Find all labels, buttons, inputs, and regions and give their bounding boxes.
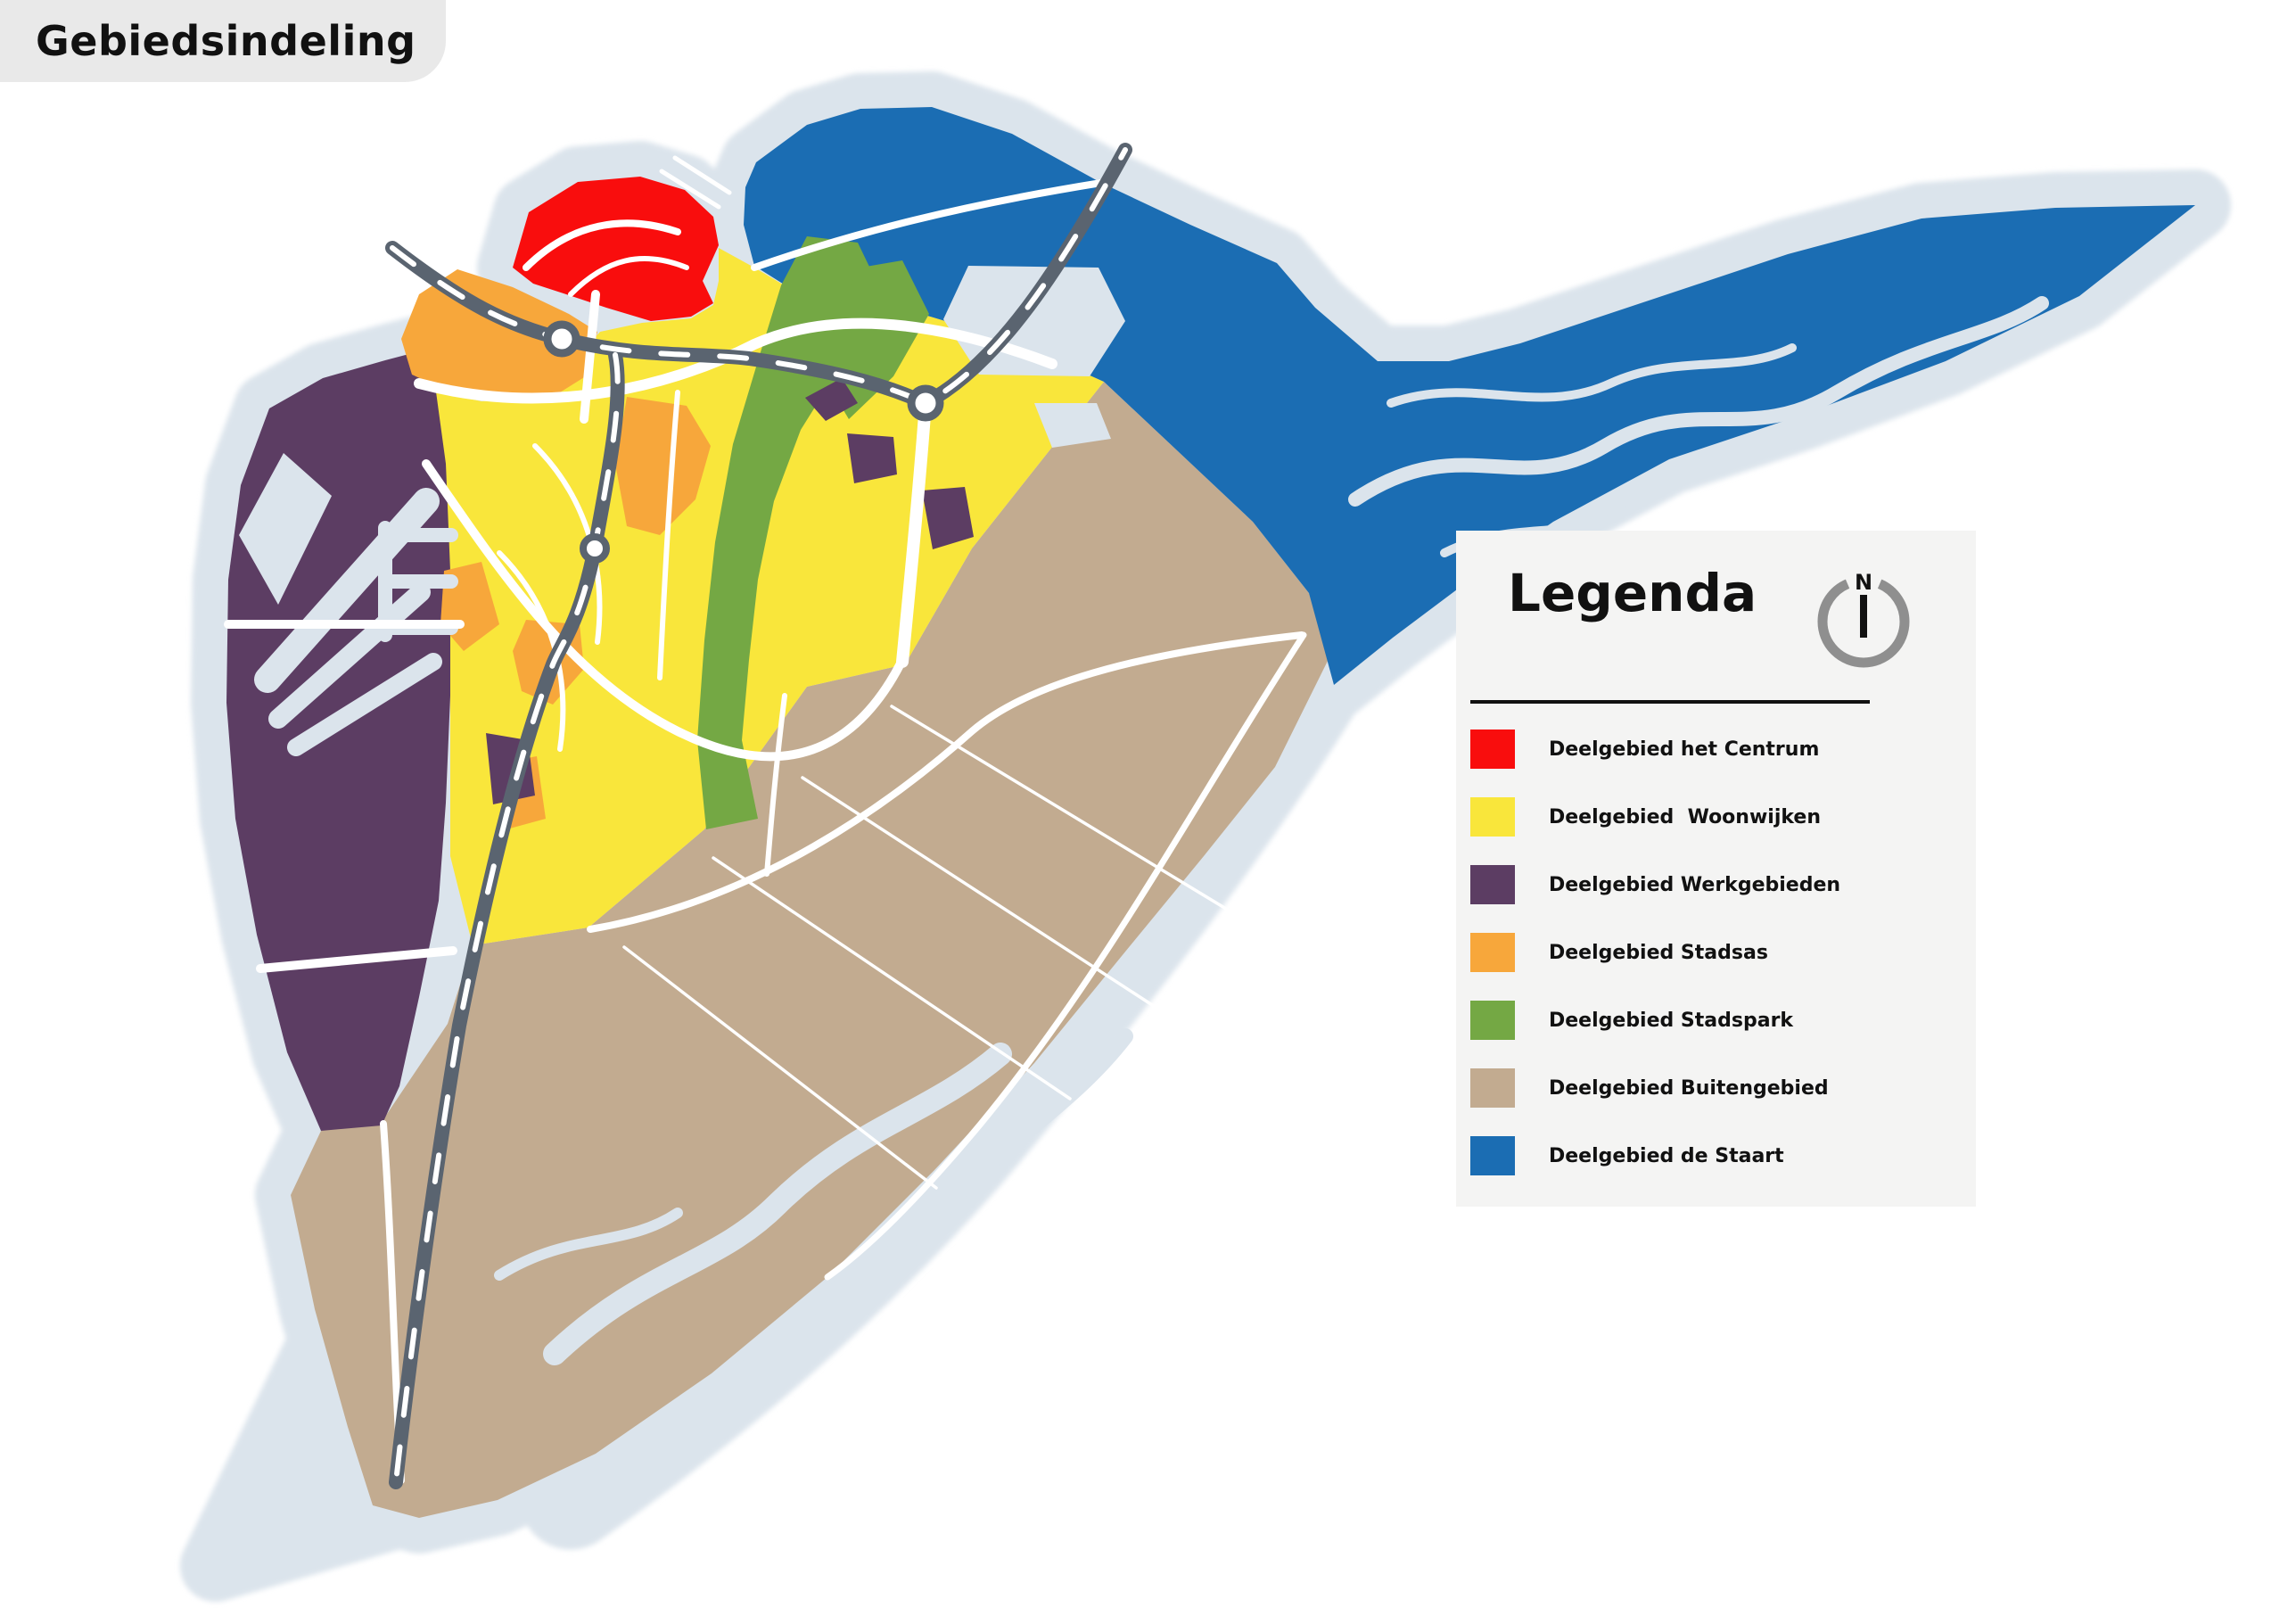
legend-label: Deelgebied Stadsas: [1549, 941, 1768, 964]
harbour-pier: [659, 155, 732, 210]
buitengebied-creeks: [494, 1028, 1133, 1371]
harbour-basin: [378, 521, 458, 642]
legend-swatch-woonwijken: [1470, 797, 1515, 837]
road: [824, 631, 1307, 1281]
legend-divider: [1470, 700, 1870, 704]
legend-title: Legenda: [1508, 563, 1757, 623]
swatch-rect: [1470, 1068, 1515, 1108]
harbour-basin: [268, 582, 431, 729]
zones: [226, 107, 2195, 1518]
legend-item-woonwijken: Deelgebied Woonwijken: [1470, 783, 1962, 851]
legend-label: Deelgebied Stadspark: [1549, 1009, 1794, 1032]
legend-label: Deelgebied Woonwijken: [1549, 805, 1821, 828]
road: [256, 946, 457, 973]
legend-swatch-staart: [1470, 1136, 1515, 1175]
page-title: Gebiedsindeling: [36, 17, 416, 65]
station-marker: [907, 384, 944, 422]
legend-item-stadspark: Deelgebied Stadspark: [1470, 986, 1962, 1054]
road: [587, 631, 1305, 933]
road: [568, 256, 689, 297]
railway: [385, 143, 1132, 1489]
legend-item-centrum: Deelgebied het Centrum: [1470, 715, 1962, 783]
stadsas-patch: [401, 269, 597, 401]
creek: [494, 1208, 683, 1281]
swatch-rect: [1470, 730, 1515, 769]
swatch-rect: [1470, 933, 1515, 972]
field-boundary: [622, 705, 1232, 1190]
compass-needle: [1860, 595, 1867, 638]
legend-item-werkgebieden: Deelgebied Werkgebieden: [1470, 851, 1962, 919]
harbour-basin: [287, 653, 442, 756]
station-marker: [580, 533, 610, 564]
compass-ring: [1817, 575, 1910, 668]
legend-panel: Legenda N Deelgebied het Centrum Deelgeb…: [1456, 531, 1976, 1207]
legend-swatch-buitengebied: [1470, 1068, 1515, 1108]
compass-north-label: N: [1855, 570, 1872, 595]
legend-items: Deelgebied het Centrum Deelgebied Woonwi…: [1470, 715, 1962, 1190]
rail-dashes: [393, 352, 621, 1485]
legend-item-buitengebied: Deelgebied Buitengebied: [1470, 1054, 1962, 1122]
legend-swatch-centrum: [1470, 730, 1515, 769]
road: [523, 219, 681, 271]
zone-stadsas: [401, 269, 711, 829]
swatch-rect: [1470, 1001, 1515, 1040]
legend-item-stadsas: Deelgebied Stadsas: [1470, 919, 1962, 986]
swatch-rect: [1470, 1136, 1515, 1175]
legend-label: Deelgebied het Centrum: [1549, 738, 1820, 761]
lake: [1034, 403, 1111, 448]
swatch-rect: [1470, 865, 1515, 904]
legend-swatch-stadspark: [1470, 1001, 1515, 1040]
roads: [224, 155, 1307, 1484]
stadsas-patch: [615, 397, 711, 535]
road: [896, 397, 932, 668]
page-title-box: Gebiedsindeling: [0, 0, 446, 82]
road: [751, 179, 1105, 271]
legend-label: Deelgebied Buitengebied: [1549, 1076, 1829, 1100]
road: [580, 290, 600, 424]
legend-swatch-stadsas: [1470, 933, 1515, 972]
north-compass-icon: N: [1817, 570, 1910, 668]
swatch-rect: [1470, 797, 1515, 837]
legend-label: Deelgebied de Staart: [1549, 1144, 1784, 1167]
harbour-basin: [239, 453, 332, 605]
road: [497, 550, 566, 752]
station-marker: [543, 320, 580, 358]
road: [422, 459, 905, 762]
creek: [743, 1028, 1133, 1371]
road: [657, 390, 680, 680]
road: [764, 693, 787, 877]
rail-line: [385, 143, 1132, 411]
legend-swatch-werkgebieden: [1470, 865, 1515, 904]
road: [414, 317, 1057, 404]
legend-item-staart: Deelgebied de Staart: [1470, 1122, 1962, 1190]
werkgebieden-patch: [847, 433, 897, 483]
werkgebieden-patch: [805, 378, 858, 421]
stadspark-band: [697, 236, 879, 829]
creek: [1348, 296, 2049, 507]
creek: [543, 1043, 1012, 1365]
legend-label: Deelgebied Werkgebieden: [1549, 873, 1841, 896]
werkgebieden-patch: [922, 487, 974, 549]
creek: [1387, 343, 1797, 408]
